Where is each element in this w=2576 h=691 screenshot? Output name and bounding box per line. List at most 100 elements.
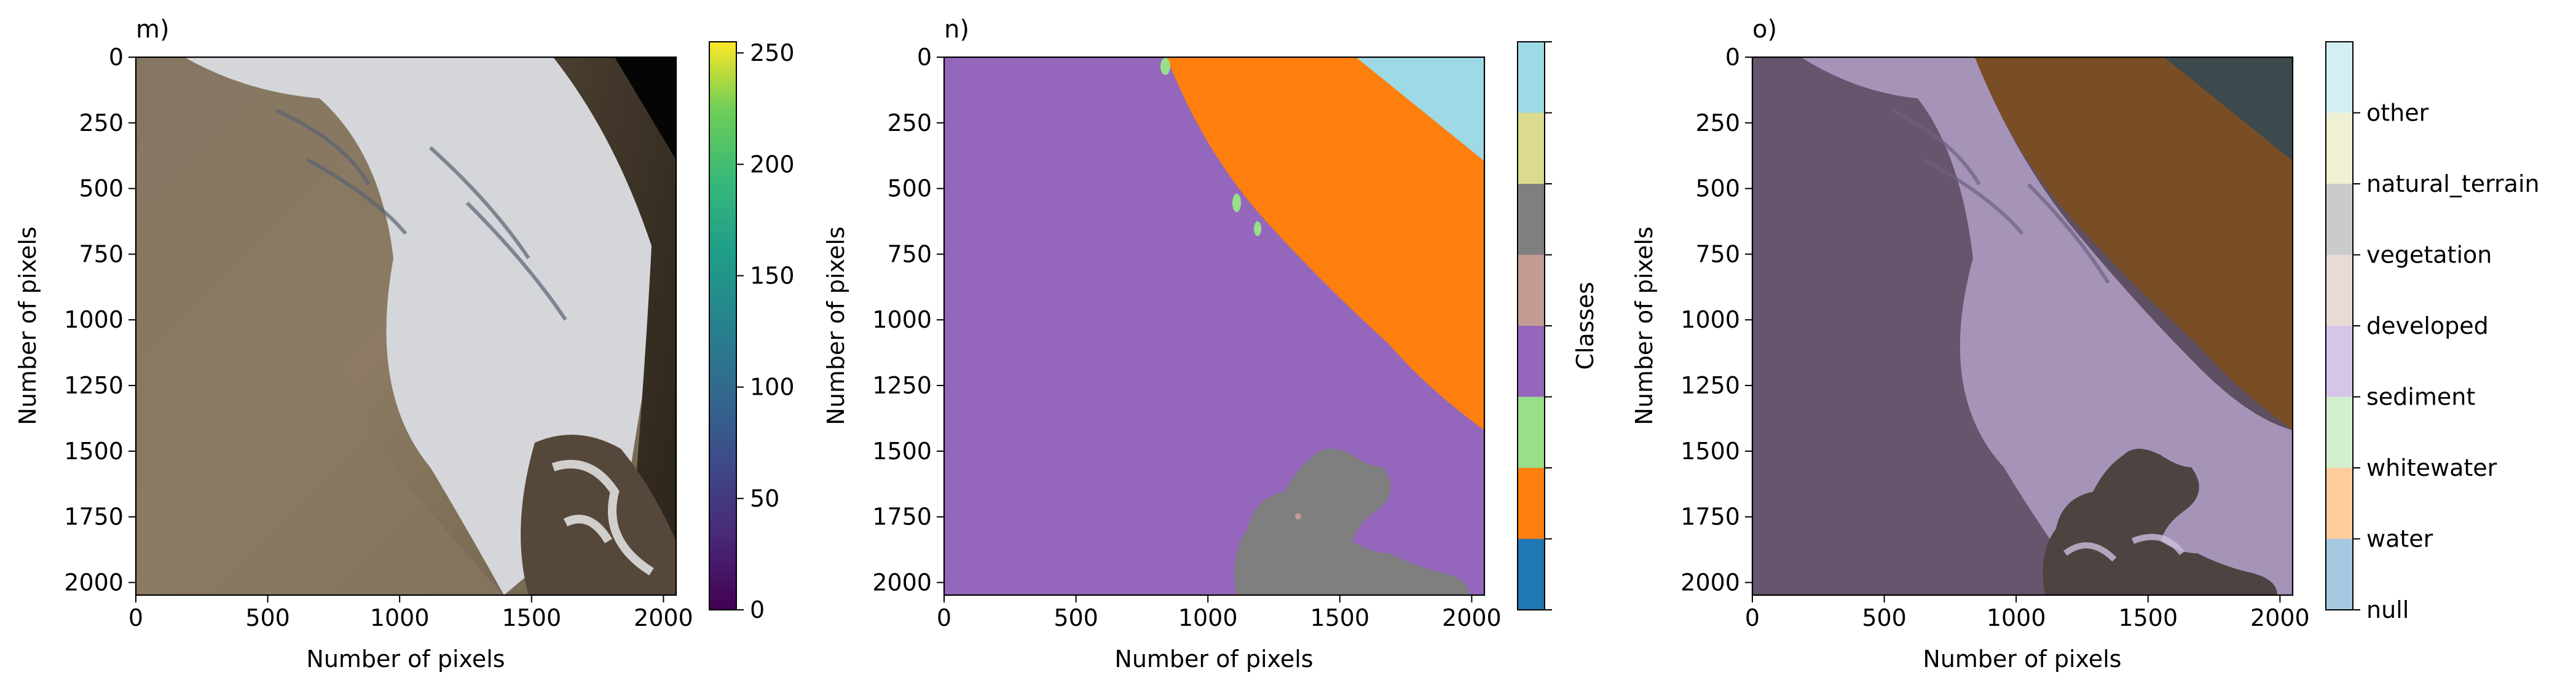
panel-title-n: n) xyxy=(944,15,969,44)
colorbar-ticks-o: null water whitewater sediment developed vege… xyxy=(2353,100,2540,623)
colorbar-tick-label-m: 50 xyxy=(750,485,779,512)
x-tick-label-m: 1000 xyxy=(370,604,430,631)
axes-frame-n xyxy=(943,56,1486,596)
colorbar-segment-o xyxy=(2326,184,2353,255)
y-tick-label-o: 2000 xyxy=(1680,569,1740,596)
x-tick-label-o: 0 xyxy=(1745,604,1760,631)
colorbar-segment-n xyxy=(1518,468,1545,539)
y-tick-label-m: 500 xyxy=(79,175,124,202)
colorbar-tick-label-m: 200 xyxy=(750,151,795,178)
x-tick-label-m: 2000 xyxy=(634,604,693,631)
colorbar-class-label-o: null xyxy=(2366,596,2409,623)
colorbar-m: 0 50 100 150 200 250 xyxy=(709,39,795,623)
class-map-n xyxy=(944,57,1484,595)
y-tick-label-m: 0 xyxy=(109,44,124,71)
x-axis-label-o: Number of pixels xyxy=(1923,646,2121,673)
colorbar-class-label-o: sediment xyxy=(2366,384,2475,411)
y-tick-label-o: 1500 xyxy=(1680,438,1740,465)
y-tick-label-n: 1250 xyxy=(872,372,932,399)
overlay-image-o xyxy=(1752,57,2293,595)
x-tick-label-m: 1500 xyxy=(502,604,561,631)
panel-n: n) 0 500 1000 1500 2000 0 250 500 750 1000 1250 15… xyxy=(822,15,1599,673)
x-axis-o: 0 500 1000 1500 2000 xyxy=(1745,595,2310,631)
colorbar-o: null water whitewater sediment developed vege… xyxy=(2325,41,2540,623)
colorbar-tick-label-m: 150 xyxy=(750,262,795,289)
colorbar-segments-n xyxy=(1518,42,1545,610)
y-tick-label-m: 250 xyxy=(79,109,124,136)
x-tick-label-m: 500 xyxy=(245,604,290,631)
colorbar-gradient-m xyxy=(709,41,737,610)
colorbar-segments-o xyxy=(2326,42,2353,610)
x-tick-label-o: 500 xyxy=(1862,604,1907,631)
colorbar-segment-o xyxy=(2326,326,2353,397)
y-tick-label-m: 2000 xyxy=(64,569,124,596)
y-tick-label-o: 1750 xyxy=(1680,503,1740,531)
colorbar-class-label-o: whitewater xyxy=(2366,454,2497,481)
axes-frame-m xyxy=(135,56,677,596)
colorbar-class-label-o: water xyxy=(2366,526,2433,553)
y-axis-o: 0 250 500 750 1000 1250 1500 1750 2000 xyxy=(1680,44,1752,596)
axes-frame-o xyxy=(1751,56,2294,596)
colorbar-segment-o xyxy=(2326,42,2353,113)
colorbar-segment-o xyxy=(2326,113,2353,184)
panel-m: m) 0 500 1000 1500 2000 02505007501000125015… xyxy=(14,15,795,673)
colorbar-segment-n xyxy=(1518,326,1545,397)
colorbar-tick-label-m: 0 xyxy=(750,596,765,623)
x-tick-label-n: 1000 xyxy=(1178,604,1238,631)
colorbar-segment-n xyxy=(1518,255,1545,326)
y-tick-label-m: 750 xyxy=(79,240,124,267)
x-axis-n: 0 500 1000 1500 2000 xyxy=(937,595,1502,631)
y-tick-label-o: 0 xyxy=(1725,44,1740,71)
y-tick-label-n: 0 xyxy=(917,44,932,71)
y-axis-m: 0 250 500 750 1000 1250 1500 1750 2000 xyxy=(64,44,136,596)
colorbar-segment-n xyxy=(1518,184,1545,255)
colorbar-ticks-m: 0 50 100 150 200 250 xyxy=(736,39,795,623)
y-tick-label-n: 1750 xyxy=(872,503,932,531)
x-axis-m: 0 500 1000 1500 2000 xyxy=(128,595,693,631)
y-tick-label-n: 2000 xyxy=(872,569,932,596)
y-tick-label-m: 1250 xyxy=(64,372,124,399)
y-tick-label-o: 1000 xyxy=(1680,306,1740,333)
colorbar-ticks-n xyxy=(1545,41,1552,610)
y-tick-label-n: 250 xyxy=(887,109,932,136)
x-tick-label-m: 0 xyxy=(128,604,143,631)
y-tick-label-o: 250 xyxy=(1695,109,1740,136)
colorbar-tick-label-m: 250 xyxy=(750,39,795,66)
colorbar-segment-o xyxy=(2326,539,2353,610)
y-axis-label-n: Number of pixels xyxy=(822,226,849,425)
y-tick-label-n: 1500 xyxy=(872,438,932,465)
x-tick-label-o: 2000 xyxy=(2250,604,2310,631)
colorbar-n: Classes xyxy=(1517,41,1599,610)
y-tick-label-n: 1000 xyxy=(872,306,932,333)
y-tick-label-o: 500 xyxy=(1695,175,1740,202)
colorbar-segment-o xyxy=(2326,397,2353,468)
colorbar-segment-n xyxy=(1518,397,1545,468)
y-tick-label-m: 1750 xyxy=(64,503,124,531)
colorbar-class-label-o: natural_terrain xyxy=(2366,170,2540,197)
y-tick-label-m: 1000 xyxy=(64,306,124,333)
colorbar-segment-n xyxy=(1518,539,1545,610)
y-tick-label-m: 1500 xyxy=(64,438,124,465)
colorbar-class-label-o: vegetation xyxy=(2366,242,2492,269)
colorbar-class-label-o: developed xyxy=(2366,312,2489,339)
colorbar-class-label-o: other xyxy=(2366,100,2429,127)
colorbar-segment-o xyxy=(2326,255,2353,326)
panel-title-o: o) xyxy=(1752,15,1777,44)
y-tick-label-n: 750 xyxy=(887,240,932,267)
x-tick-label-n: 0 xyxy=(937,604,951,631)
x-tick-label-n: 500 xyxy=(1054,604,1098,631)
colorbar-tick-label-m: 100 xyxy=(750,374,795,401)
panel-title-m: m) xyxy=(136,15,170,44)
y-tick-label-n: 500 xyxy=(887,175,932,202)
panel-o: o) 0 500 1000 1500 2000 0 250 500 750 1000 1250 15… xyxy=(1631,15,2540,673)
x-axis-label-n: Number of pixels xyxy=(1114,646,1313,673)
x-tick-label-n: 1500 xyxy=(1310,604,1369,631)
x-tick-label-n: 2000 xyxy=(1442,604,1502,631)
rgb-image-m xyxy=(136,57,676,595)
y-tick-label-o: 1250 xyxy=(1680,372,1740,399)
y-axis-label-o: Number of pixels xyxy=(1631,226,1658,425)
colorbar-segment-o xyxy=(2326,468,2353,539)
x-tick-label-o: 1000 xyxy=(1987,604,2046,631)
x-axis-label-m: Number of pixels xyxy=(306,646,505,673)
